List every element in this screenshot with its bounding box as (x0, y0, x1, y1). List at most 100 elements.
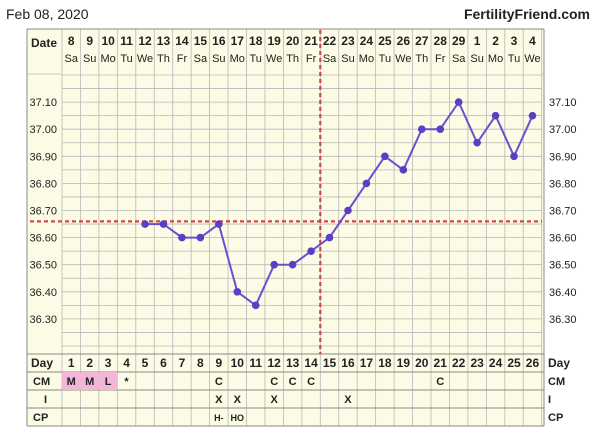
day-number: 9 (215, 356, 222, 370)
y-tick-label-left: 36.80 (29, 178, 57, 190)
y-tick-label-left: 36.90 (29, 151, 57, 163)
date-number: 28 (434, 34, 448, 48)
temperature-point (307, 247, 315, 255)
date-number: 17 (231, 34, 245, 48)
y-tick-label-left: 37.10 (29, 97, 57, 109)
weekday-label: Tu (120, 53, 132, 65)
weekday-label: Th (157, 53, 170, 65)
temperature-point (436, 125, 445, 133)
date-header: 8 9 10 11 12 13 14 15 16 17 18 19 20 21 22 23 24 25 26 27 28… (64, 34, 540, 65)
date-number: 29 (452, 34, 466, 48)
date-number: 11 (120, 34, 133, 48)
day-number: 7 (179, 356, 186, 370)
weekday-label: Tu (250, 53, 262, 65)
date-number: 25 (378, 34, 392, 48)
day-number: 3 (105, 356, 112, 370)
date-number: 15 (194, 34, 208, 48)
date-number: 4 (529, 34, 536, 48)
i-value: X (271, 394, 279, 406)
weekday-label: Sa (64, 53, 78, 65)
day-number: 17 (360, 356, 374, 370)
menstruation-cell (80, 372, 99, 390)
cm-value: * (124, 376, 129, 388)
cp-value: HO (231, 413, 245, 423)
temperature-point (473, 138, 481, 147)
day-number: 21 (434, 356, 448, 370)
cm-value: C (307, 376, 315, 388)
day-number: 26 (526, 356, 540, 370)
day-number: 6 (160, 356, 167, 370)
y-tick-label-left: 36.50 (29, 260, 57, 272)
temperature-series (141, 98, 537, 310)
temperature-point (491, 111, 500, 120)
day-number: 12 (267, 356, 281, 370)
temperature-point (196, 233, 205, 242)
weekday-label: We (137, 53, 153, 65)
date-row-label: Date (31, 36, 57, 50)
temperature-point (215, 220, 223, 228)
weekday-label: Fr (177, 53, 188, 65)
weekday-label: Sa (452, 53, 466, 65)
temperature-point (141, 220, 149, 228)
temperature-point (454, 98, 463, 106)
weekday-label: Su (470, 53, 483, 65)
temperature-point (528, 111, 537, 120)
date-number: 13 (157, 34, 171, 48)
weekday-label: Mo (488, 53, 503, 65)
temperature-point (399, 166, 408, 174)
i-row-label: I (44, 394, 47, 406)
y-tick-label-right: 36.40 (549, 287, 577, 299)
temperature-point (288, 260, 297, 269)
day-row-label-right: Day (548, 356, 570, 370)
i-value: X (344, 394, 352, 406)
day-number: 23 (470, 356, 484, 370)
temperature-point (362, 179, 371, 188)
day-row-label: Day (31, 356, 53, 370)
weekday-label: Su (83, 53, 96, 65)
day-number: 16 (341, 356, 355, 370)
y-tick-label-right: 36.70 (549, 206, 577, 218)
chart-date: Feb 08, 2020 (6, 6, 89, 22)
y-tick-label-left: 36.60 (29, 233, 57, 245)
date-number: 1 (474, 34, 481, 48)
i-value: X (215, 394, 223, 406)
day-number: 25 (507, 356, 521, 370)
day-number: 24 (489, 356, 503, 370)
weekday-label: We (524, 53, 540, 65)
day-number: 13 (286, 356, 300, 370)
weekday-label: Mo (230, 53, 245, 65)
y-tick-label-right: 36.30 (549, 314, 577, 326)
weekday-label: Tu (379, 53, 391, 65)
cm-value: C (215, 376, 223, 388)
coverline-group (30, 30, 542, 354)
y-tick-label-left: 36.70 (29, 206, 57, 218)
temperature-point (251, 301, 260, 310)
weekday-label: Fr (306, 53, 317, 65)
temperature-point (159, 220, 168, 228)
weekday-label: Su (341, 53, 354, 65)
y-tick-label-left: 36.30 (29, 314, 57, 326)
weekday-label: Mo (100, 53, 115, 65)
temperature-point (325, 233, 334, 242)
cp-value: H- (214, 413, 224, 423)
y-tick-label-right: 36.80 (549, 178, 577, 190)
date-number: 8 (68, 34, 75, 48)
date-number: 3 (511, 34, 518, 48)
day-number: 20 (415, 356, 429, 370)
y-tick-label-right: 37.00 (549, 124, 577, 136)
date-number: 19 (267, 34, 281, 48)
cm-value: L (105, 376, 112, 388)
cp-row-label: CP (33, 412, 48, 424)
date-number: 27 (415, 34, 429, 48)
weekday-label: Th (415, 53, 428, 65)
date-number: 18 (249, 34, 263, 48)
weekday-label: Sa (323, 53, 337, 65)
y-tick-label-right: 37.10 (549, 97, 577, 109)
i-row-label-right: I (548, 394, 551, 406)
temperature-point (270, 260, 278, 269)
i-value: X (234, 394, 242, 406)
grid-lines (26, 28, 545, 427)
date-number: 9 (86, 34, 93, 48)
